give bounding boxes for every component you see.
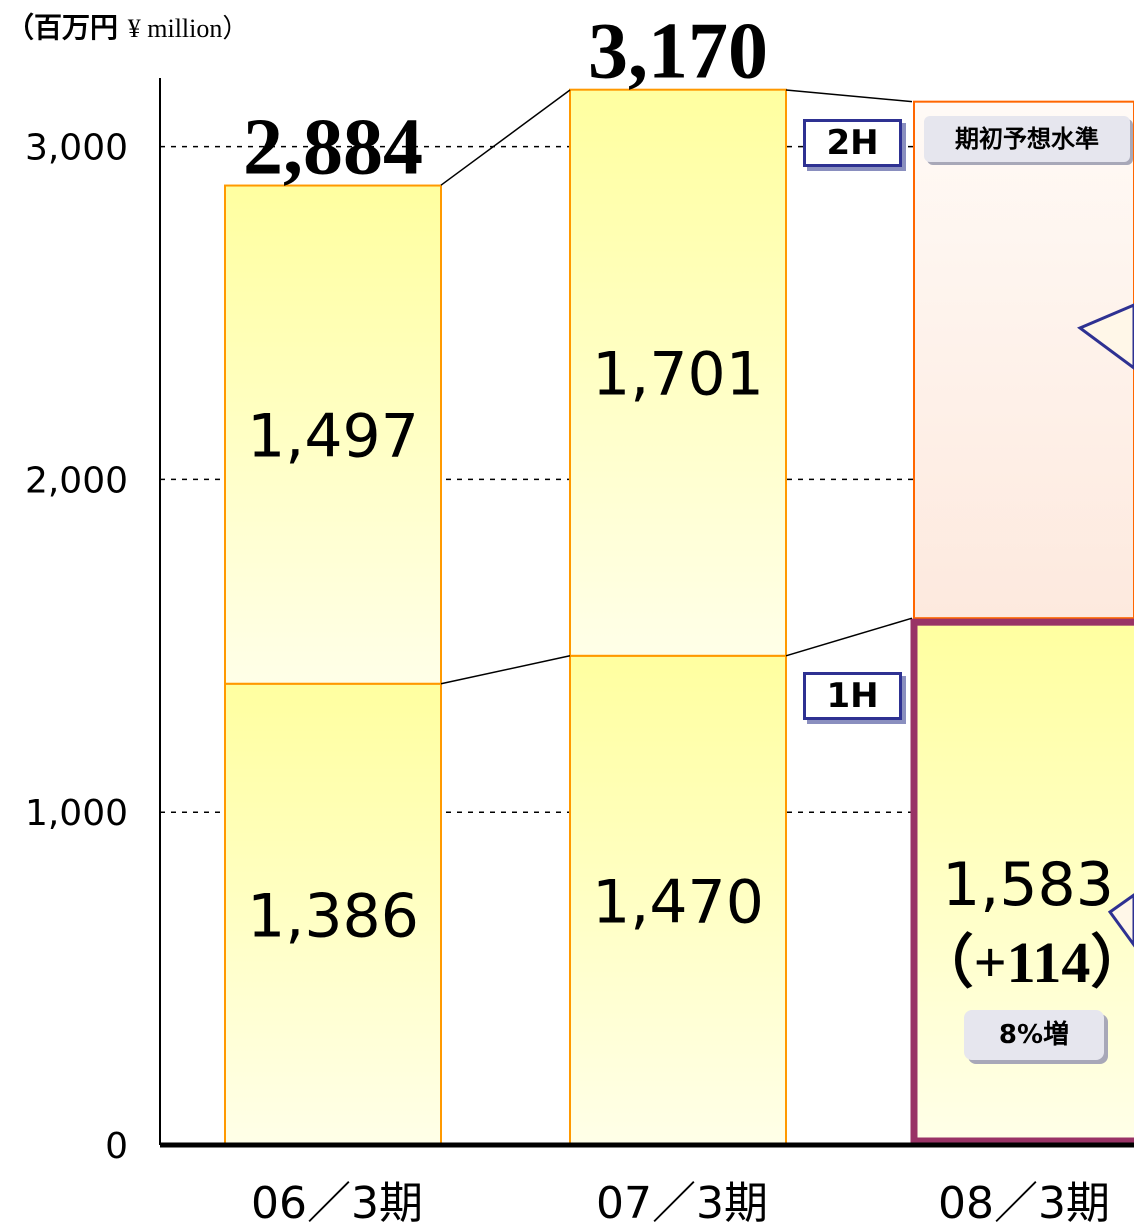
tag-2h: 2H (803, 119, 902, 167)
callout-pointer (1107, 893, 1134, 948)
forecast-note: 期初予想水準 (924, 116, 1130, 162)
unit-label: （百万円 ¥ million） (6, 6, 248, 46)
x-tick-label: 06／3期 (251, 1178, 423, 1227)
segment-label-1h: 1,470 (592, 867, 764, 937)
bar-2h (224, 184, 442, 685)
labels: 0 1,000 2,000 3,000 06／3期 07／3期 08／3期 1,386 1,49… (25, 8, 1134, 1227)
callout-pointer (1077, 303, 1134, 370)
y-tick-label: 2,000 (25, 460, 128, 501)
connector-total (440, 89, 571, 186)
connector-lines (440, 89, 913, 685)
total-label: 2,884 (243, 104, 423, 192)
y-tick-label: 0 (105, 1126, 128, 1167)
x-tick-label: 08／3期 (938, 1178, 1110, 1227)
total-label: 3,170 (588, 8, 768, 96)
unit-label-sub: ¥ million） (127, 14, 249, 43)
tag-1h: 1H (803, 672, 902, 720)
unit-label-main: （百万円 (6, 11, 119, 44)
connector-1h (785, 617, 913, 657)
connector-1h (440, 655, 571, 685)
x-tick-label: 07／3期 (596, 1178, 768, 1227)
axes (159, 78, 1134, 1148)
bars (224, 88, 1134, 1146)
segment-label-2h: 1,701 (592, 340, 764, 410)
segment-label-2h: 1,497 (247, 402, 419, 472)
change-label: （+114） (916, 930, 1134, 995)
segment-label-1h: 1,583 (942, 850, 1114, 920)
segment-label-1h: 1,386 (247, 881, 419, 951)
connector-total (785, 89, 913, 103)
y-tick-label: 3,000 (25, 128, 128, 169)
y-tick-label: 1,000 (25, 793, 128, 834)
bar-1h (569, 654, 787, 1146)
growth-note: 8%増 (964, 1010, 1104, 1060)
forecast-2h-bar (913, 100, 1134, 620)
bar-1h (224, 682, 442, 1146)
bar-2h (569, 88, 787, 657)
